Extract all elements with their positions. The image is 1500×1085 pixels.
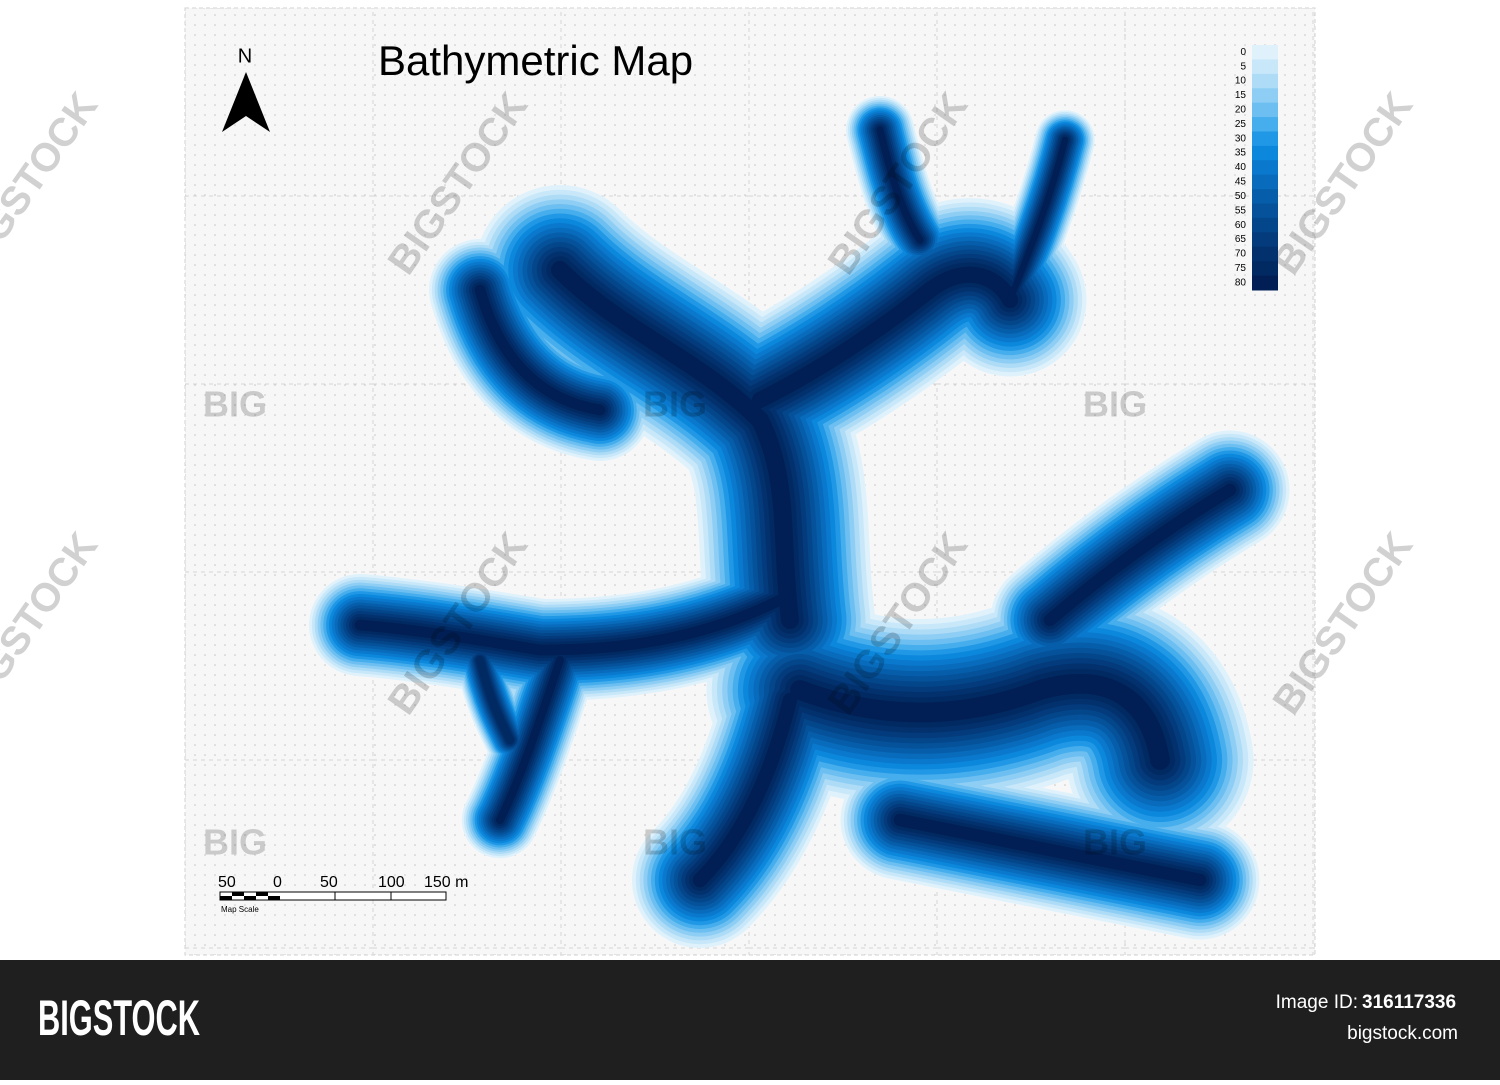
scale-caption: Map Scale [221, 905, 259, 914]
lake [309, 96, 1290, 948]
depth-contour [790, 673, 1170, 770]
legend-label: 45 [1235, 177, 1247, 188]
legend-label: 5 [1240, 61, 1246, 72]
legend: 0 5 10 15 20 25 30 35 40 45 50 55 60 65 70 75 80 [1235, 45, 1278, 291]
legend-label: 20 [1235, 104, 1247, 115]
depth-contour [475, 655, 515, 745]
legend-swatch [1252, 275, 1278, 291]
legend-label: 30 [1235, 133, 1247, 144]
legend-swatch [1252, 88, 1278, 104]
image-id: 316117336 [1362, 992, 1456, 1013]
legend-label: 35 [1235, 148, 1247, 159]
footer-site: bigstock.com [1347, 1023, 1458, 1044]
depth-contour [692, 692, 798, 888]
legend-swatch [1252, 131, 1278, 147]
watermark: BIG [1083, 384, 1147, 425]
legend-swatch [1252, 117, 1278, 132]
watermark: BIG [643, 822, 707, 863]
legend-label: 0 [1240, 47, 1246, 58]
depth-contour [1006, 136, 1069, 304]
legend-swatch [1252, 189, 1278, 205]
legend-label: 80 [1235, 277, 1247, 288]
legend-swatch [1252, 203, 1278, 219]
legend-swatch [1252, 45, 1278, 60]
legend-label: 25 [1235, 119, 1247, 130]
depth-contour [751, 266, 1019, 409]
depth-contour [1043, 483, 1237, 627]
watermark: BIG [1083, 822, 1147, 863]
depth-contour [893, 813, 1207, 887]
legend-label: 60 [1235, 220, 1247, 231]
legend-label: 50 [1235, 191, 1247, 202]
watermark: BIG [203, 822, 267, 863]
scale-label: 150 m [424, 874, 468, 891]
scale-label: 50 [320, 874, 338, 891]
legend-swatch [1252, 160, 1278, 176]
scale-label: 50 [218, 874, 236, 891]
legend-swatch [1252, 261, 1278, 277]
watermark: BIG [203, 384, 267, 425]
legend-swatch [1252, 145, 1278, 161]
legend-swatch [1252, 102, 1278, 118]
watermark: BIGSTOCK [0, 85, 106, 283]
scale-bar [219, 891, 447, 901]
legend-swatch [1252, 246, 1278, 262]
legend-label: 15 [1235, 90, 1247, 101]
north-label: N [238, 45, 252, 67]
legend-label: 40 [1235, 162, 1247, 173]
footer-brand: BIGSTOCK [38, 990, 200, 1046]
depth-contour [551, 261, 799, 629]
watermark: BIG [643, 384, 707, 425]
legend-label: 55 [1235, 205, 1247, 216]
footer [0, 960, 1500, 1080]
legend-swatch [1252, 217, 1278, 233]
north-arrow [222, 72, 270, 132]
depth-contour [876, 126, 924, 244]
legend-label: 10 [1235, 76, 1247, 87]
legend-label: 75 [1235, 263, 1247, 274]
legend-label: 70 [1235, 249, 1247, 260]
scale-label: 0 [273, 874, 282, 891]
depth-contour [474, 284, 606, 416]
legend-swatch [1252, 232, 1278, 248]
scale-label: 100 [378, 874, 405, 891]
depth-contour [354, 594, 786, 656]
legend-swatch [1252, 59, 1278, 75]
image-id-label: Image ID: [1276, 992, 1358, 1013]
legend-swatch [1252, 174, 1278, 190]
scale-labels: 50 0 50 100 150 m [218, 874, 468, 891]
map-title: Bathymetric Map [378, 37, 693, 84]
depth-contour [495, 655, 565, 825]
legend-label: 65 [1235, 234, 1247, 245]
watermark: BIGSTOCK [0, 525, 106, 723]
legend-swatch [1252, 73, 1278, 89]
